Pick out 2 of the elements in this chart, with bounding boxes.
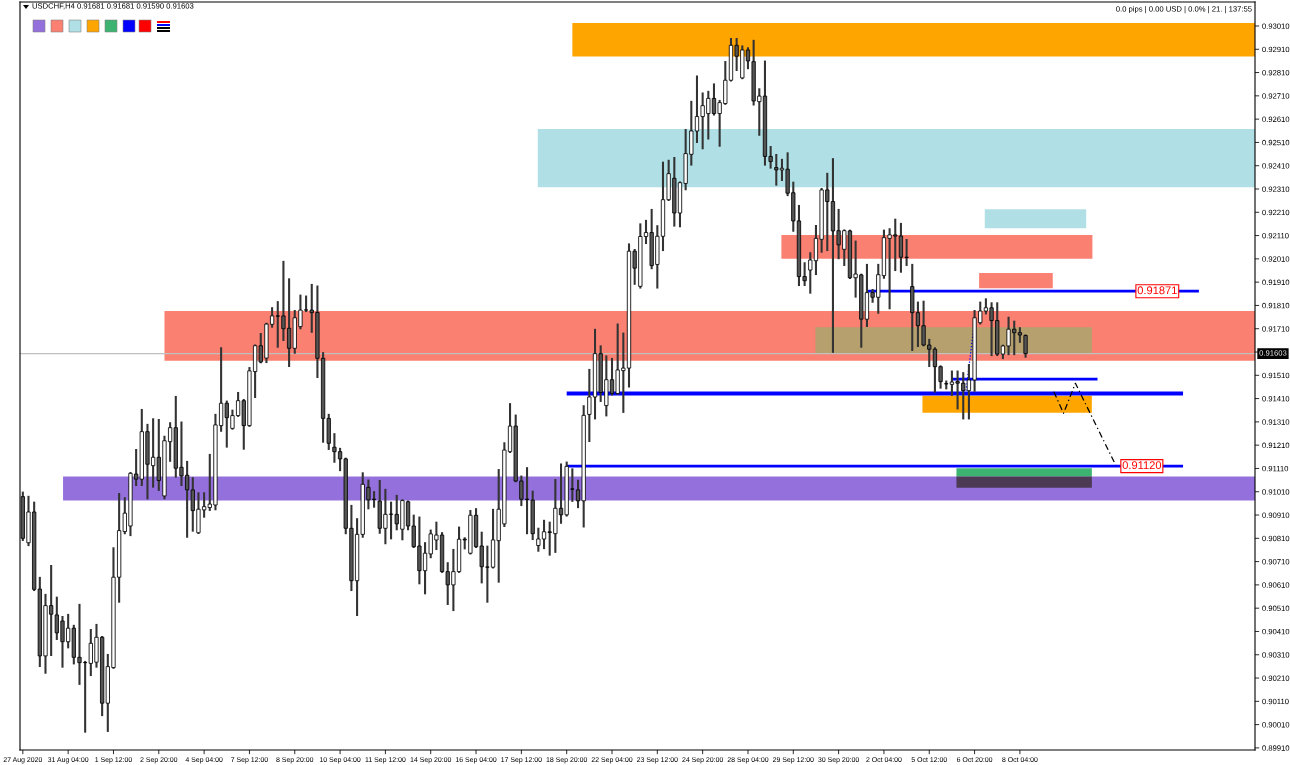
ref-line-label: 0.91871 <box>1137 286 1177 295</box>
ref-line-label: 0.91120 <box>1122 461 1162 470</box>
